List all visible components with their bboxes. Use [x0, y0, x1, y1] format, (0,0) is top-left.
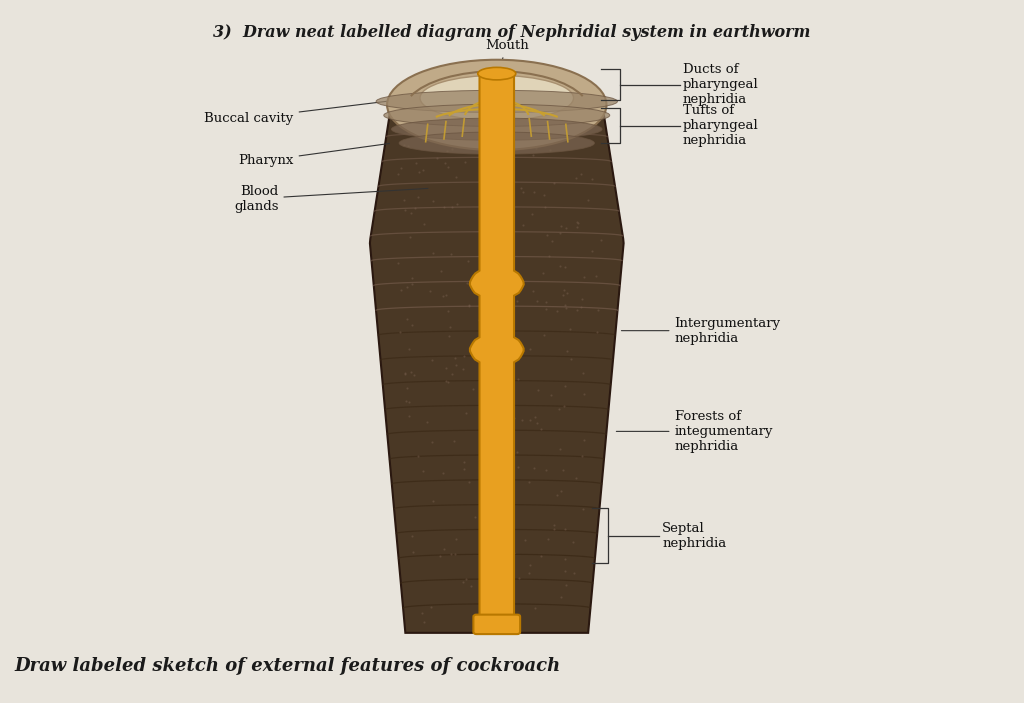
Text: Ducts of
pharyngeal
nephridia: Ducts of pharyngeal nephridia — [683, 63, 759, 106]
Text: Pharynx: Pharynx — [239, 143, 389, 167]
Ellipse shape — [376, 90, 617, 112]
Text: Mouth: Mouth — [485, 39, 528, 67]
Polygon shape — [470, 74, 523, 626]
Text: 3)  Draw neat labelled diagram of Nephridial system in earthworm: 3) Draw neat labelled diagram of Nephrid… — [213, 24, 811, 41]
Text: Draw labeled sketch of external features of cockroach: Draw labeled sketch of external features… — [14, 657, 560, 674]
Text: Blood
glands: Blood glands — [233, 185, 428, 213]
Ellipse shape — [391, 118, 602, 141]
FancyBboxPatch shape — [473, 614, 520, 634]
Text: Buccal cavity: Buccal cavity — [205, 101, 394, 124]
Text: Septal
nephridia: Septal nephridia — [663, 522, 727, 550]
Ellipse shape — [384, 104, 609, 127]
Ellipse shape — [387, 60, 606, 150]
Text: Intergumentary
nephridia: Intergumentary nephridia — [622, 316, 780, 344]
Ellipse shape — [420, 75, 573, 120]
Polygon shape — [370, 112, 624, 633]
Ellipse shape — [478, 67, 516, 80]
Ellipse shape — [399, 132, 594, 154]
Text: Forests of
integumentary
nephridia: Forests of integumentary nephridia — [616, 410, 773, 453]
Text: Tufts of
pharyngeal
nephridia: Tufts of pharyngeal nephridia — [683, 104, 759, 148]
